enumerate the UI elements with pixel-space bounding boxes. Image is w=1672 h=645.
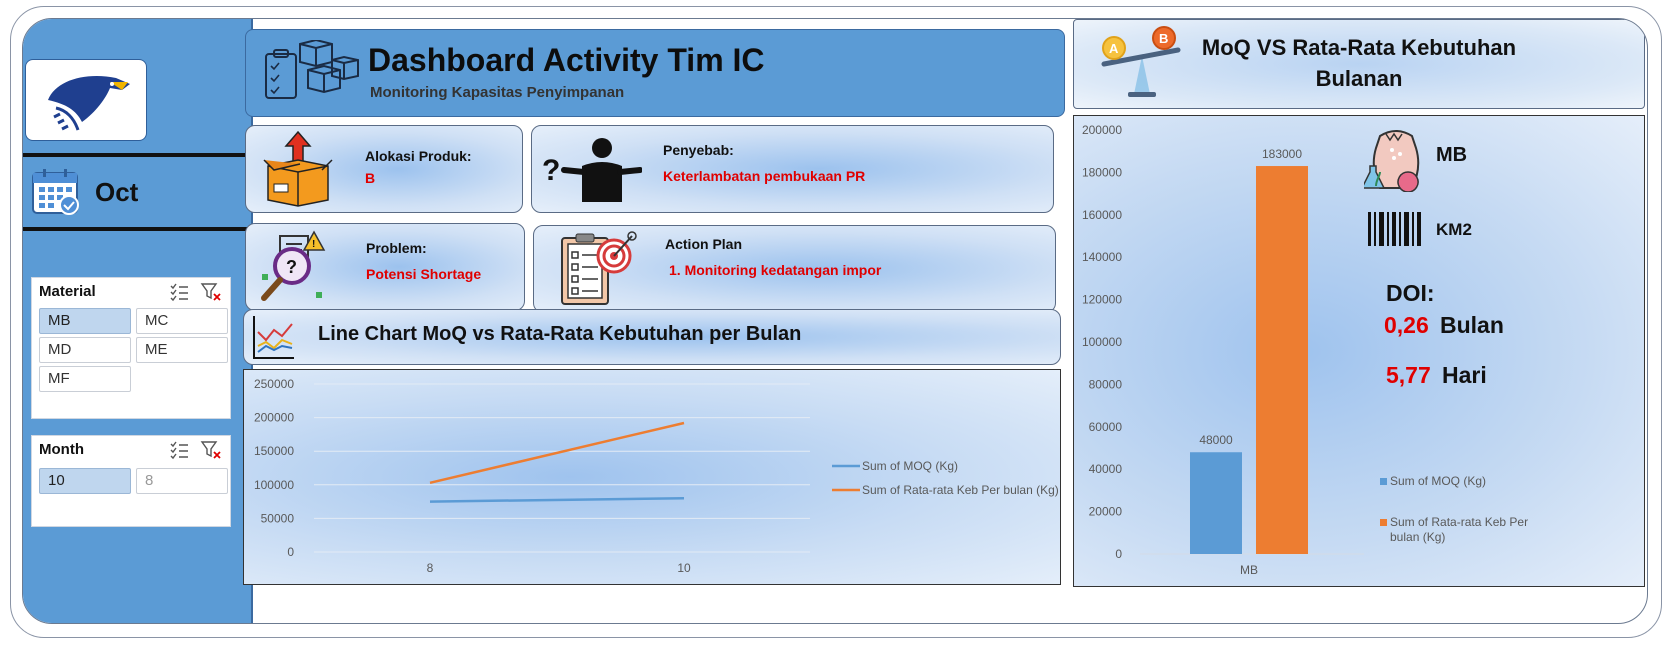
material-slicer: Material MB MC MD ME MF	[31, 277, 231, 419]
selected-month-display: Oct	[23, 153, 253, 231]
doi-label: DOI:	[1386, 280, 1435, 306]
bar-chart: 0 20000 40000 60000 80000 100000 120000 140000 1…	[1082, 123, 1528, 577]
doi-bulan-value: 0,26	[1384, 312, 1429, 338]
storage-code: KM2	[1436, 220, 1472, 239]
confused-person-icon: ?	[542, 138, 642, 202]
legend-label: Sum of Rata-rata Keb Per bulan (Kg)	[862, 483, 1059, 497]
page-subtitle: Monitoring Kapasitas Penyimpanan	[370, 84, 625, 101]
y-tick-label: 120000	[1082, 293, 1122, 307]
chemical-sack-icon	[1364, 130, 1420, 192]
multi-select-icon[interactable]	[168, 281, 190, 303]
y-tick-label: 50000	[261, 511, 295, 525]
y-tick-label: 200000	[1082, 123, 1122, 137]
y-tick-label: 100000	[1082, 335, 1122, 349]
y-tick-label: 80000	[1089, 377, 1123, 391]
svg-text:?: ?	[286, 257, 297, 277]
calendar-icon	[32, 169, 79, 215]
penyebab-value: Keterlambatan pembukaan PR	[663, 168, 866, 184]
material-option-mf[interactable]: MF	[39, 366, 131, 392]
bar-data-label: 48000	[1199, 433, 1233, 447]
material-option-mc[interactable]: MC	[136, 308, 228, 334]
x-tick-label: MB	[1240, 563, 1258, 577]
penyebab-card: ? Penyebab: Keterlambatan pembukaan PR	[531, 125, 1054, 213]
line-chart-title: Line Chart MoQ vs Rata-Rata Kebutuhan pe…	[318, 323, 802, 345]
dashboard-header: Dashboard Activity Tim IC Monitoring Kap…	[245, 29, 1065, 117]
y-tick-label: 0	[287, 545, 294, 559]
month-option-10[interactable]: 10	[39, 468, 131, 494]
line-chart: 0 50000 100000 150000 200000 250000 8 10 Sum of …	[254, 377, 1059, 575]
problem-label: Problem:	[366, 240, 427, 256]
y-tick-label: 100000	[254, 478, 294, 492]
dashboard-canvas: Oct Material MB MC MD ME MF Month	[22, 18, 1648, 624]
action-plan-card: Action Plan 1. Monitoring kedatangan imp…	[533, 225, 1056, 313]
alokasi-produk-card: Alokasi Produk: B	[245, 125, 523, 213]
action-plan-value: 1. Monitoring kedatangan impor	[669, 262, 882, 278]
bar-data-label: 183000	[1262, 147, 1302, 161]
barcode-icon	[1368, 212, 1421, 246]
y-tick-label: 60000	[1089, 420, 1123, 434]
line-chart-icon	[253, 316, 294, 359]
y-tick-label: 20000	[1089, 505, 1123, 519]
x-tick-label: 10	[677, 561, 691, 575]
inventory-boxes-icon	[265, 40, 359, 99]
legend-label: Sum of Rata-rata Keb Per bulan (Kg)	[1390, 515, 1528, 544]
y-tick-label: 40000	[1089, 462, 1123, 476]
svg-text:!: !	[312, 239, 315, 250]
problem-magnifier-icon: ! ?	[261, 230, 326, 301]
series-line	[429, 496, 685, 503]
y-tick-label: 0	[1115, 547, 1122, 561]
bar-chart-panel: 0 20000 40000 60000 80000 100000 120000 140000 1…	[1073, 115, 1645, 587]
action-plan-label: Action Plan	[665, 236, 743, 252]
multi-select-icon[interactable]	[168, 439, 190, 461]
bar	[1256, 166, 1308, 554]
clear-filter-icon[interactable]	[200, 439, 222, 461]
balance-scale-icon: A B	[1101, 26, 1181, 97]
alokasi-value: B	[365, 170, 376, 186]
doi-hari-value: 5,77	[1386, 362, 1431, 388]
material-option-md[interactable]: MD	[39, 337, 131, 363]
legend-label: Sum of MOQ (Kg)	[862, 459, 958, 473]
clear-filter-icon[interactable]	[200, 281, 222, 303]
right-panel-header: A B MoQ VS Rata-Rata Kebutuhan Bulanan	[1073, 19, 1645, 109]
y-tick-label: 250000	[254, 377, 294, 391]
y-tick-label: 140000	[1082, 250, 1122, 264]
sidebar: Oct Material MB MC MD ME MF Month	[23, 19, 253, 623]
legend-swatch	[1380, 519, 1387, 526]
month-slicer: Month 10 8	[31, 435, 231, 527]
y-tick-label: 150000	[254, 444, 294, 458]
material-option-mb[interactable]: MB	[39, 308, 131, 334]
legend-swatch	[1380, 478, 1387, 485]
y-tick-label: 180000	[1082, 165, 1122, 179]
company-logo	[25, 59, 147, 141]
right-panel-title: MoQ VS Rata-Rata Kebutuhan Bulanan	[1201, 35, 1517, 91]
problem-card: ! ? Problem: Potensi Shortage	[245, 223, 525, 311]
page-title: Dashboard Activity Tim IC	[368, 42, 765, 78]
problem-value: Potensi Shortage	[366, 266, 482, 282]
month-option-8[interactable]: 8	[136, 468, 228, 494]
doi-hari-unit: Hari	[1442, 362, 1487, 388]
package-upload-icon	[263, 130, 333, 207]
material-slicer-title: Material	[39, 283, 96, 300]
line-chart-title-box: Line Chart MoQ vs Rata-Rata Kebutuhan pe…	[243, 309, 1061, 365]
material-code: MB	[1436, 144, 1468, 166]
x-tick-label: 8	[427, 561, 434, 575]
penyebab-label: Penyebab:	[663, 142, 734, 158]
y-tick-label: 200000	[254, 411, 294, 425]
line-chart-panel: 0 50000 100000 150000 200000 250000 8 10 Sum of …	[243, 369, 1061, 585]
material-option-me[interactable]: ME	[136, 337, 228, 363]
month-slicer-title: Month	[39, 441, 84, 458]
month-label: Oct	[95, 177, 139, 207]
eagle-logo-icon	[48, 76, 130, 131]
legend-label: Sum of MOQ (Kg)	[1390, 474, 1486, 488]
doi-bulan-unit: Bulan	[1440, 312, 1504, 338]
svg-text:A: A	[1109, 41, 1119, 56]
alokasi-label: Alokasi Produk:	[365, 148, 472, 164]
checklist-target-icon	[561, 231, 637, 305]
svg-text:B: B	[1159, 31, 1168, 46]
y-tick-label: 160000	[1082, 208, 1122, 222]
series-line	[429, 421, 685, 485]
bar	[1190, 452, 1242, 554]
svg-text:?: ?	[542, 154, 560, 187]
